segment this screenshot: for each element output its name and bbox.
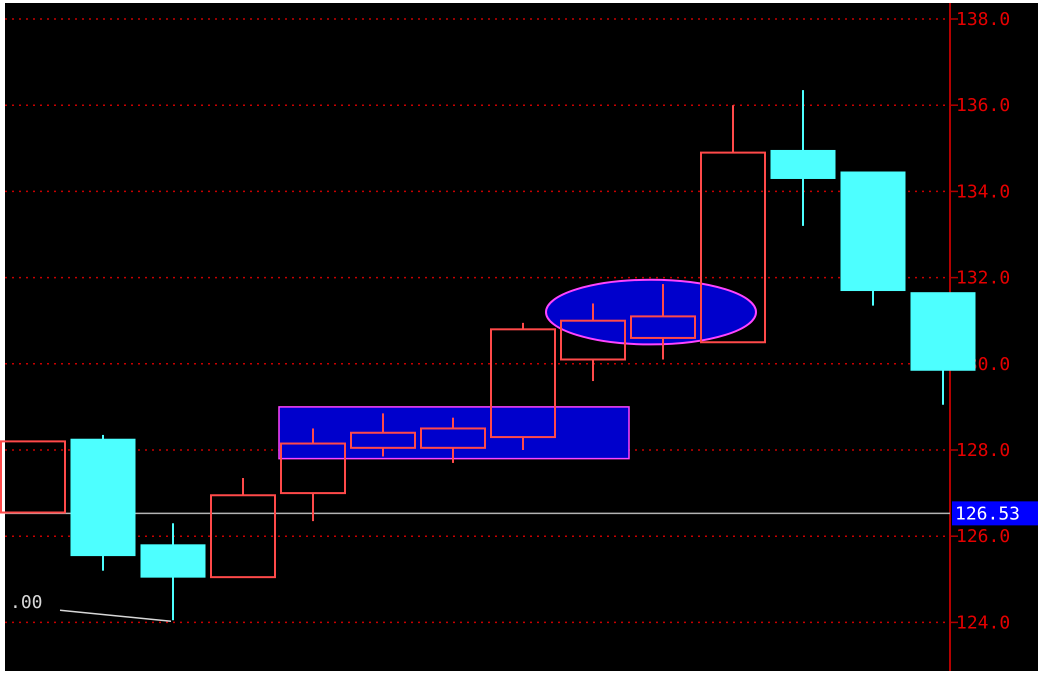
current-price-label: 126.53 — [955, 503, 1020, 524]
highlight-ellipse — [545, 278, 757, 346]
candle-body-bear — [770, 149, 836, 179]
y-tick-label: 126.0 — [956, 526, 1010, 547]
candle-body-bull — [630, 315, 696, 339]
y-tick-label: 136.0 — [956, 95, 1010, 116]
candle-body-bull — [350, 431, 416, 449]
current-price-tag — [952, 501, 1038, 526]
candle-body-bear — [910, 292, 976, 371]
candle-body-bull — [420, 427, 486, 449]
candle-body-bull — [560, 319, 626, 361]
annotation-label: .00 — [10, 592, 43, 613]
candle-body-bull — [0, 440, 66, 514]
candle-body-bull — [210, 494, 276, 579]
candle-body-bear — [70, 438, 136, 557]
y-tick-label: 134.0 — [956, 181, 1010, 202]
y-tick-label: 124.0 — [956, 612, 1010, 633]
candle-body-bull — [280, 442, 346, 495]
y-tick-label: 138.0 — [956, 9, 1010, 30]
candle-body-bear — [840, 171, 906, 292]
annotation-leader-line — [59, 609, 172, 622]
candle-body-bull — [490, 328, 556, 439]
y-tick-label: 128.0 — [956, 440, 1010, 461]
y-tick-label: 132.0 — [956, 268, 1010, 289]
candle-body-bear — [140, 544, 206, 578]
candle-body-bull — [700, 151, 766, 344]
